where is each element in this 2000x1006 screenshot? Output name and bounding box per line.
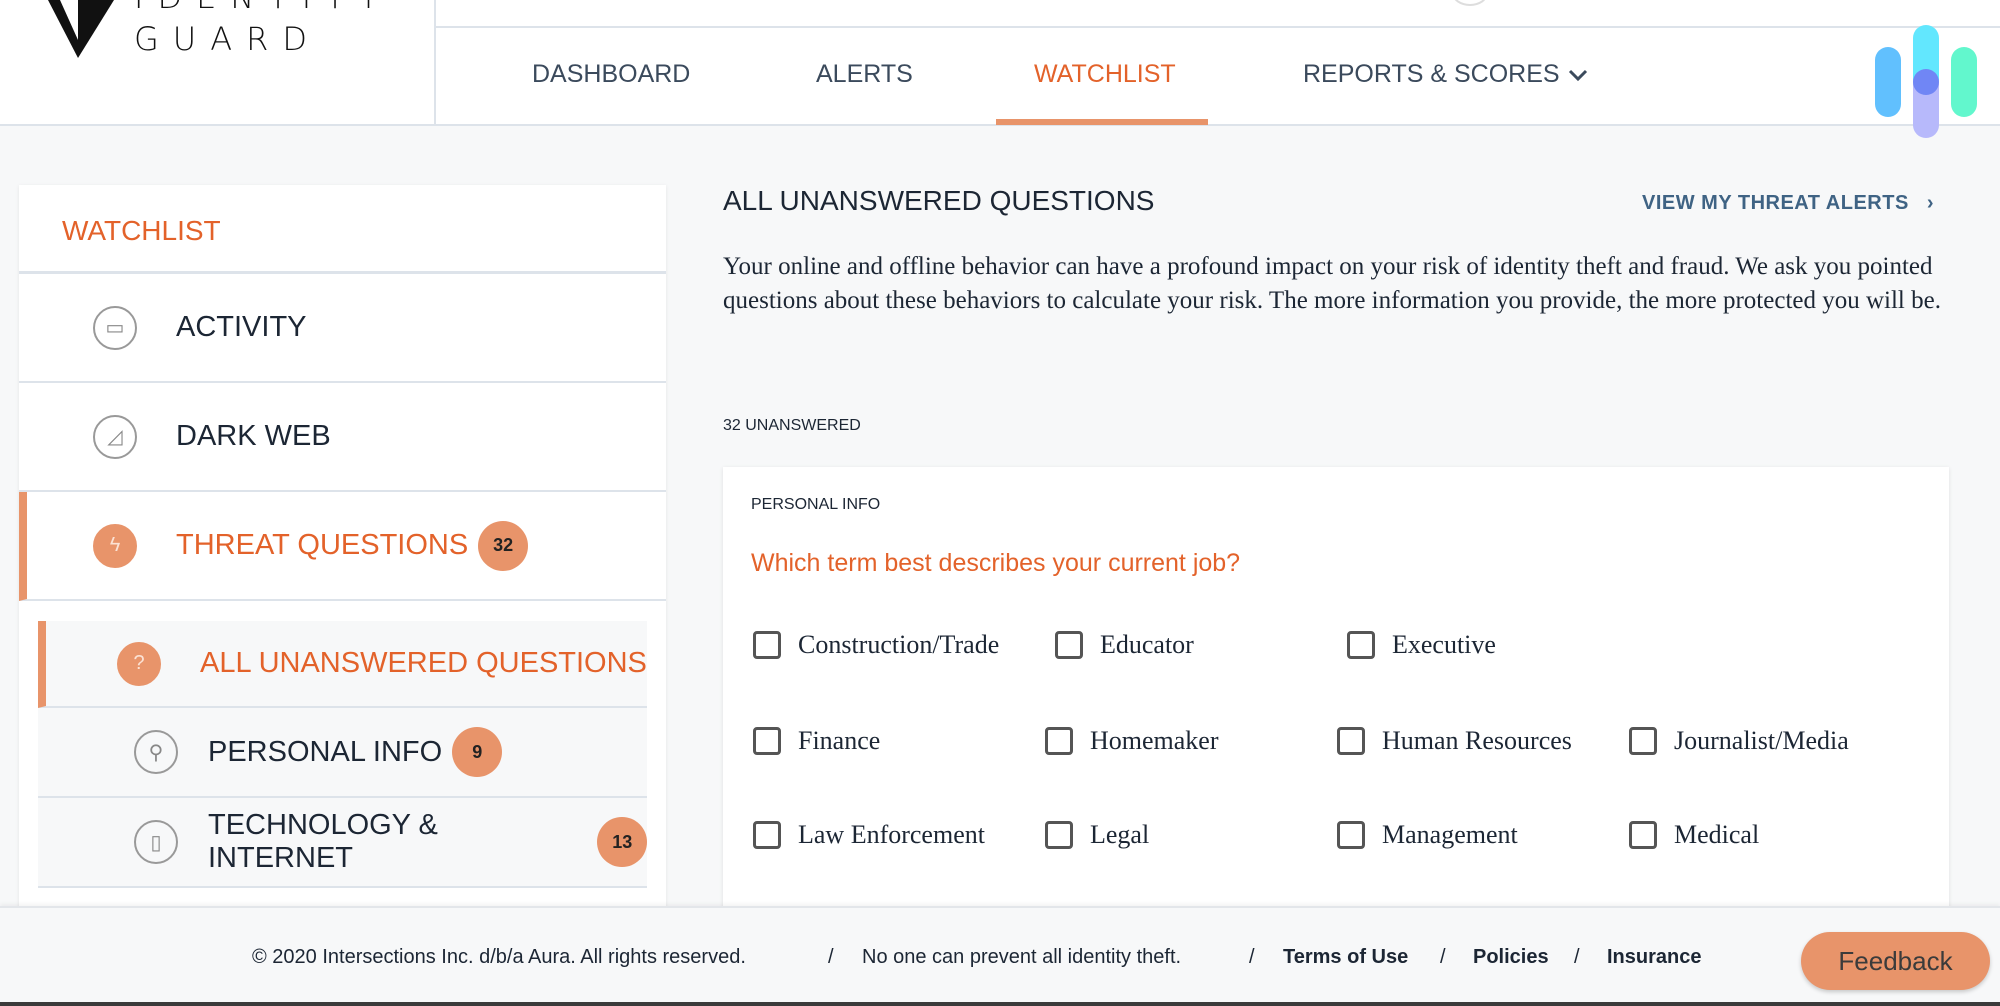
logo-shield-icon — [48, 0, 114, 58]
feedback-button[interactable]: Feedback — [1801, 932, 1990, 990]
sidebar-subitem-technology-internet[interactable]: ▯ TECHNOLOGY & INTERNET 13 — [38, 798, 647, 888]
checkbox-icon[interactable] — [1629, 821, 1657, 849]
footer: © 2020 Intersections Inc. d/b/a Aura. Al… — [0, 906, 2000, 1002]
avatar[interactable] — [1452, 0, 1488, 6]
option-checkbox[interactable]: Law Enforcement — [753, 820, 985, 850]
question-category: PERSONAL INFO — [751, 496, 881, 513]
sidebar-subitem-all-unanswered[interactable]: ? ALL UNANSWERED QUESTIONS — [38, 621, 647, 708]
tab-reports-scores[interactable]: REPORTS & SCORES — [1303, 60, 1589, 89]
option-label: Educator — [1100, 630, 1194, 659]
sidebar-item-dark-web[interactable]: ◿ DARK WEB — [19, 383, 666, 492]
chevron-down-icon — [1568, 69, 1587, 82]
option-label: Homemaker — [1090, 726, 1219, 755]
sidebar-item-label: TECHNOLOGY & INTERNET — [208, 809, 438, 874]
checkbox-icon[interactable] — [753, 821, 781, 849]
active-tab-indicator — [996, 119, 1208, 125]
option-checkbox[interactable]: Homemaker — [1045, 726, 1219, 756]
checkbox-icon[interactable] — [1629, 727, 1657, 755]
view-alerts-label: VIEW MY THREAT ALERTS — [1642, 192, 1909, 214]
app-logo-bars-icon — [1875, 25, 1977, 138]
intro-text: Your online and offline behavior can hav… — [723, 253, 1941, 314]
tab-alerts[interactable]: ALERTS — [816, 60, 913, 88]
option-checkbox[interactable]: Executive — [1347, 630, 1496, 660]
count-badge: 32 — [478, 520, 529, 571]
copyright: © 2020 Intersections Inc. d/b/a Aura. Al… — [252, 946, 746, 968]
view-threat-alerts-link[interactable]: VIEW MY THREAT ALERTS › — [1642, 192, 1934, 215]
option-checkbox[interactable]: Construction/Trade — [753, 630, 999, 660]
checkbox-icon[interactable] — [1045, 727, 1073, 755]
option-label: Finance — [798, 726, 881, 755]
separator: / — [1440, 946, 1446, 968]
question-card: PERSONAL INFO Which term best describes … — [723, 467, 1949, 947]
sidebar-item-label: ACTIVITY — [176, 311, 307, 343]
option-label: Human Resources — [1382, 726, 1572, 755]
sidebar-subitem-personal-info[interactable]: ⚲ PERSONAL INFO 9 — [38, 708, 647, 798]
count-badge: 13 — [597, 817, 647, 867]
insurance-link[interactable]: Insurance — [1607, 946, 1702, 968]
option-label: Management — [1382, 820, 1518, 849]
option-checkbox[interactable]: Finance — [753, 726, 880, 756]
tab-dashboard[interactable]: DASHBOARD — [532, 60, 691, 88]
sidebar-item-activity[interactable]: ▭ ACTIVITY — [19, 274, 666, 383]
option-checkbox[interactable]: Educator — [1055, 630, 1194, 660]
option-label: Executive — [1392, 630, 1496, 659]
option-checkbox[interactable]: Medical — [1629, 820, 1759, 850]
sidebar-item-threat-questions[interactable]: ϟ THREAT QUESTIONS 32 — [19, 492, 666, 601]
checkbox-icon[interactable] — [1045, 821, 1073, 849]
option-label: Construction/Trade — [798, 630, 1000, 659]
checkbox-icon[interactable] — [1055, 631, 1083, 659]
option-checkbox[interactable]: Legal — [1045, 820, 1149, 850]
shark-fin-icon: ◿ — [93, 414, 137, 459]
glasses-icon: ▭ — [93, 305, 137, 350]
tab-reports-label: REPORTS & SCORES — [1303, 60, 1560, 88]
divider — [436, 26, 2000, 28]
checkbox-icon[interactable] — [753, 631, 781, 659]
logo-text-bottom: GUARD — [134, 20, 321, 58]
sidebar-item-label: ALL UNANSWERED QUESTIONS — [200, 647, 647, 679]
header: IDENTITY GUARD DASHBOARD ALERTS WATCHLIS… — [0, 0, 2000, 138]
option-label: Journalist/Media — [1674, 726, 1849, 755]
sidebar-title: WATCHLIST — [19, 185, 666, 274]
page-title: ALL UNANSWERED QUESTIONS — [723, 185, 1155, 216]
tab-watchlist[interactable]: WATCHLIST — [1034, 60, 1176, 88]
phone-icon: ▯ — [134, 820, 178, 864]
unanswered-count: 32 UNANSWERED — [723, 417, 861, 434]
terms-of-use-link[interactable]: Terms of Use — [1283, 946, 1409, 968]
option-checkbox[interactable]: Journalist/Media — [1629, 726, 1849, 756]
sidebar-item-label: DARK WEB — [176, 420, 331, 452]
sidebar-item-label: PERSONAL INFO — [208, 735, 443, 768]
option-label: Law Enforcement — [798, 820, 985, 849]
policies-link[interactable]: Policies — [1473, 946, 1549, 968]
lightning-icon: ϟ — [93, 523, 137, 568]
logo-text-top: IDENTITY — [134, 0, 392, 16]
option-label: Legal — [1090, 820, 1150, 849]
count-badge: 9 — [452, 727, 503, 777]
taskbar-edge — [0, 1002, 2000, 1006]
checkbox-icon[interactable] — [753, 727, 781, 755]
person-icon: ⚲ — [134, 730, 178, 774]
option-checkbox[interactable]: Human Resources — [1337, 726, 1572, 756]
separator: / — [1249, 946, 1255, 968]
separator: / — [828, 946, 834, 968]
logo[interactable]: IDENTITY GUARD — [0, 0, 436, 124]
disclaimer: No one can prevent all identity theft. — [862, 946, 1182, 968]
chevron-right-icon: › — [1926, 192, 1935, 214]
separator: / — [1574, 946, 1580, 968]
question-text: Which term best describes your current j… — [751, 549, 1241, 577]
checkbox-icon[interactable] — [1347, 631, 1375, 659]
checkbox-icon[interactable] — [1337, 727, 1365, 755]
option-label: Medical — [1674, 820, 1760, 849]
option-checkbox[interactable]: Management — [1337, 820, 1518, 850]
sidebar: WATCHLIST ▭ ACTIVITY ◿ DARK WEB ϟ THREAT… — [19, 185, 666, 925]
question-icon: ? — [117, 641, 161, 686]
sidebar-item-label: THREAT QUESTIONS — [176, 529, 469, 561]
checkbox-icon[interactable] — [1337, 821, 1365, 849]
